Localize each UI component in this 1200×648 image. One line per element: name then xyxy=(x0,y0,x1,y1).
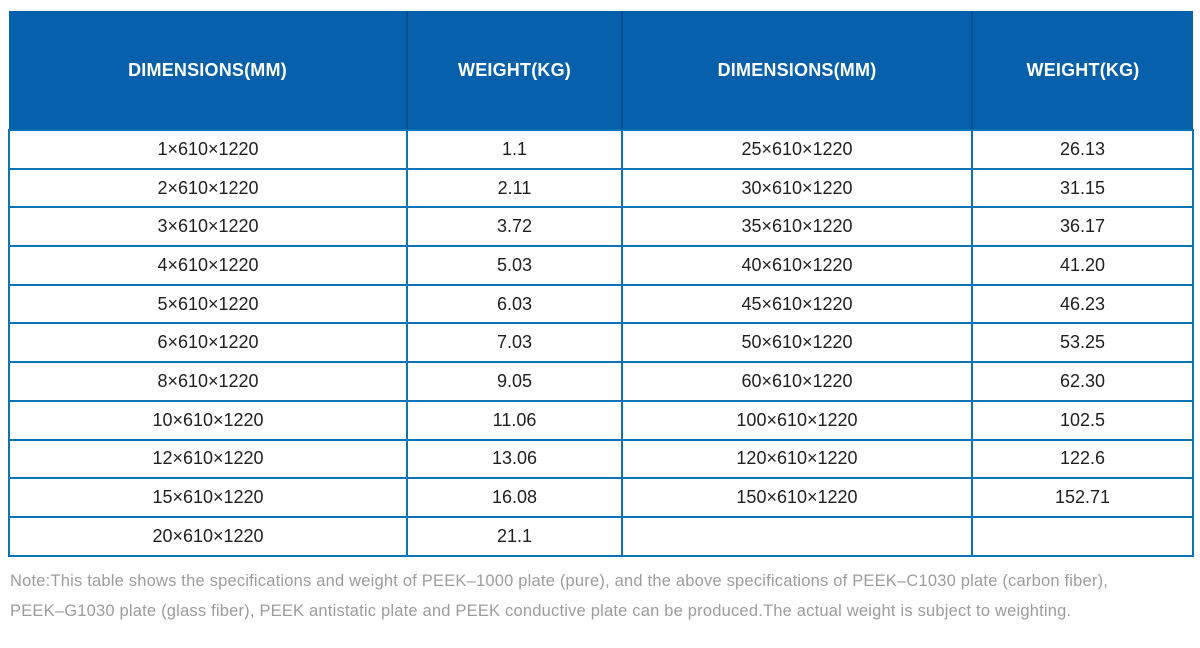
dimensions-cell xyxy=(621,515,973,557)
col-header-weight-left: WEIGHT(KG) xyxy=(406,11,622,131)
dimensions-cell: 5×610×1220 xyxy=(8,283,408,325)
weight-cell: 13.06 xyxy=(406,438,623,480)
dimensions-cell: 2×610×1220 xyxy=(8,167,408,209)
weight-cell: 7.03 xyxy=(406,322,623,364)
dimensions-cell: 8×610×1220 xyxy=(8,361,408,402)
weight-cell: 3.72 xyxy=(406,206,623,248)
weight-cell: 122.6 xyxy=(971,438,1194,480)
weight-cell: 26.13 xyxy=(971,129,1194,170)
dimensions-cell: 150×610×1220 xyxy=(621,477,973,518)
table-row: 1×610×1220 1.1 25×610×1220 26.13 xyxy=(8,129,1194,170)
table-row: 6×610×1220 7.03 50×610×1220 53.25 xyxy=(8,322,1194,364)
weight-cell: 2.11 xyxy=(406,167,623,209)
dimensions-cell: 12×610×1220 xyxy=(8,438,408,480)
dimensions-cell: 15×610×1220 xyxy=(8,477,408,518)
footnote: Note:This table shows the specifications… xyxy=(10,566,1192,626)
dimensions-cell: 60×610×1220 xyxy=(621,361,973,402)
dimensions-cell: 30×610×1220 xyxy=(621,167,973,209)
dimensions-cell: 50×610×1220 xyxy=(621,322,973,364)
table-row: 10×610×1220 11.06 100×610×1220 102.5 xyxy=(8,399,1194,441)
table-body: 1×610×1220 1.1 25×610×1220 26.13 2×610×1220 2… xyxy=(8,129,1194,557)
weight-cell: 102.5 xyxy=(971,399,1194,441)
dimensions-cell: 3×610×1220 xyxy=(8,206,408,248)
dimensions-cell: 120×610×1220 xyxy=(621,438,973,480)
dimensions-cell: 100×610×1220 xyxy=(621,399,973,441)
dimensions-cell: 45×610×1220 xyxy=(621,283,973,325)
table-row: 15×610×1220 16.08 150×610×1220 152.71 xyxy=(8,477,1194,518)
weight-cell: 62.30 xyxy=(971,361,1194,402)
dimensions-cell: 6×610×1220 xyxy=(8,322,408,364)
dimensions-cell: 10×610×1220 xyxy=(8,399,408,441)
table-row: 20×610×1220 21.1 xyxy=(8,515,1194,557)
table-row: 4×610×1220 5.03 40×610×1220 41.20 xyxy=(8,245,1194,286)
dimensions-cell: 4×610×1220 xyxy=(8,245,408,286)
weight-cell: 16.08 xyxy=(406,477,623,518)
weight-cell: 152.71 xyxy=(971,477,1194,518)
table-header-row: DIMENSIONS(MM) WEIGHT(KG) DIMENSIONS(MM)… xyxy=(9,11,1193,131)
table-row: 12×610×1220 13.06 120×610×1220 122.6 xyxy=(8,438,1194,480)
col-header-dimensions-left: DIMENSIONS(MM) xyxy=(9,11,407,131)
weight-cell: 5.03 xyxy=(406,245,623,286)
dimensions-cell: 1×610×1220 xyxy=(8,129,408,170)
footnote-line-2: PEEK–G1030 plate (glass fiber), PEEK ant… xyxy=(10,601,1072,620)
weight-cell: 41.20 xyxy=(971,245,1194,286)
dimensions-cell: 40×610×1220 xyxy=(621,245,973,286)
weight-cell: 21.1 xyxy=(406,515,623,557)
weight-cell: 53.25 xyxy=(971,322,1194,364)
footnote-line-1: Note:This table shows the specifications… xyxy=(10,571,1109,590)
weight-cell xyxy=(971,515,1194,557)
table-row: 2×610×1220 2.11 30×610×1220 31.15 xyxy=(8,167,1194,209)
weight-cell: 11.06 xyxy=(406,399,623,441)
weight-cell: 6.03 xyxy=(406,283,623,325)
table-row: 8×610×1220 9.05 60×610×1220 62.30 xyxy=(8,361,1194,402)
dimensions-cell: 35×610×1220 xyxy=(621,206,973,248)
weight-cell: 36.17 xyxy=(971,206,1194,248)
weight-cell: 31.15 xyxy=(971,167,1194,209)
weight-cell: 46.23 xyxy=(971,283,1194,325)
dimensions-cell: 20×610×1220 xyxy=(8,515,408,557)
weight-cell: 9.05 xyxy=(406,361,623,402)
col-header-dimensions-right: DIMENSIONS(MM) xyxy=(621,11,972,131)
col-header-weight-right: WEIGHT(KG) xyxy=(971,11,1193,131)
peek-plate-spec-table: DIMENSIONS(MM) WEIGHT(KG) DIMENSIONS(MM)… xyxy=(8,11,1194,557)
table-row: 5×610×1220 6.03 45×610×1220 46.23 xyxy=(8,283,1194,325)
weight-cell: 1.1 xyxy=(406,129,623,170)
table-row: 3×610×1220 3.72 35×610×1220 36.17 xyxy=(8,206,1194,248)
dimensions-cell: 25×610×1220 xyxy=(621,129,973,170)
